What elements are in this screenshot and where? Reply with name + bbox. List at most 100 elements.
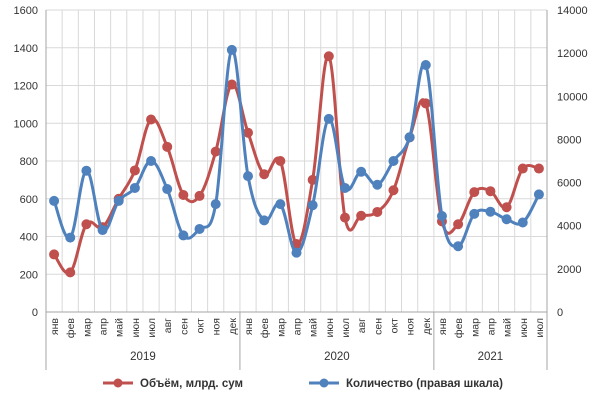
- x-axis-month-label: июн: [324, 318, 336, 338]
- y-axis-right-tick-label: 8000: [557, 134, 581, 146]
- x-axis-month-label: дек: [227, 318, 239, 335]
- legend-marker-2: [319, 378, 329, 388]
- x-axis-month-label: сен: [372, 318, 384, 335]
- y-axis-right-tick-label: 6000: [557, 178, 581, 190]
- series-2-point: [113, 195, 124, 206]
- y-axis-left-tick-label: 200: [20, 269, 38, 281]
- x-axis-year-label: 2019: [130, 351, 156, 363]
- x-axis-month-label: фев: [65, 318, 77, 338]
- x-axis-month-label: сен: [178, 318, 190, 335]
- series-2-point: [291, 247, 302, 258]
- x-axis-month-label: апр: [485, 318, 497, 336]
- series-1-point: [65, 267, 76, 278]
- y-axis-left-tick-label: 1000: [14, 118, 38, 130]
- x-axis-month-label: июн: [518, 318, 530, 338]
- x-axis-month-label: май: [308, 318, 320, 337]
- series-2-point: [469, 208, 480, 219]
- series-1-point: [485, 186, 496, 197]
- series-2-point: [323, 113, 334, 124]
- series-1-point: [129, 165, 140, 176]
- y-axis-right-tick-label: 10000: [557, 91, 588, 103]
- series-2-point: [372, 179, 383, 190]
- series-1-point: [226, 79, 237, 90]
- series-1-point: [259, 169, 270, 180]
- y-axis-left-tick-label: 0: [32, 307, 38, 319]
- x-axis-month-label: июл: [340, 318, 352, 338]
- series-2-point: [517, 217, 528, 228]
- series-1-point: [517, 163, 528, 174]
- series-2-point: [275, 199, 286, 210]
- series-2-point: [65, 232, 76, 243]
- y-axis-right-tick-label: 4000: [557, 221, 581, 233]
- series-1-point: [210, 146, 221, 157]
- x-axis-month-label: ноя: [211, 318, 223, 335]
- x-axis-month-label: авг: [356, 318, 368, 333]
- series-1-point: [453, 219, 464, 230]
- x-axis-month-label: янв: [243, 318, 255, 335]
- x-axis-month-label: фев: [453, 318, 465, 338]
- series-1-point: [533, 163, 544, 174]
- series-1-point: [81, 219, 92, 230]
- y-axis-left-tick-label: 600: [20, 194, 38, 206]
- x-axis-month-label: апр: [98, 318, 110, 336]
- series-2-point: [97, 225, 108, 236]
- y-axis-right-tick-label: 12000: [557, 48, 588, 60]
- series-1-point: [178, 189, 189, 200]
- x-axis-month-label: янв: [49, 318, 61, 335]
- y-axis-right-tick-label: 0: [557, 307, 563, 319]
- series-1-point: [323, 51, 334, 62]
- y-axis-left-tick-label: 400: [20, 232, 38, 244]
- y-axis-right-tick-label: 2000: [557, 264, 581, 276]
- x-axis-month-label: мар: [81, 318, 93, 337]
- y-axis-left-tick-label: 1200: [14, 81, 38, 93]
- series-1-point: [275, 156, 286, 166]
- series-2-point: [436, 211, 447, 222]
- series-1-point: [146, 114, 157, 125]
- x-axis-month-label: фев: [259, 318, 271, 338]
- x-axis-month-label: янв: [437, 318, 449, 335]
- series-2-point: [226, 44, 237, 55]
- series-1-point: [501, 202, 512, 213]
- series-2-point: [243, 171, 254, 182]
- series-2-point: [501, 214, 512, 225]
- series-2-point: [453, 241, 464, 252]
- series-1-point: [356, 210, 367, 221]
- series-1-point: [469, 187, 480, 198]
- x-axis-month-label: мар: [275, 318, 287, 337]
- x-axis-month-label: мар: [469, 318, 481, 337]
- series-2-point: [404, 132, 415, 143]
- series-2-point: [259, 215, 270, 226]
- series-2-point: [81, 165, 92, 176]
- series-1-point: [162, 141, 173, 152]
- series-line-1: [52, 54, 541, 275]
- series-1-point: [49, 249, 60, 260]
- x-axis-month-label: июн: [130, 318, 142, 338]
- series-1-point: [388, 185, 399, 196]
- x-axis-month-label: авг: [162, 318, 174, 333]
- series-2-point: [162, 184, 173, 195]
- series-2-point: [194, 223, 205, 234]
- series-2-point: [307, 200, 318, 211]
- y-axis-left-tick-label: 1600: [14, 5, 38, 17]
- series-2-point: [356, 166, 367, 177]
- x-axis-month-label: окт: [195, 318, 207, 334]
- x-axis-month-label: май: [502, 318, 514, 337]
- legend-marker-1: [113, 378, 123, 388]
- series-2-point: [49, 195, 60, 206]
- legend-label-1: Объём, млрд. сум: [140, 378, 243, 390]
- series-2-point: [129, 182, 140, 193]
- x-axis-month-label: апр: [292, 318, 304, 336]
- series-2-point: [210, 199, 221, 210]
- series-2-point: [388, 156, 399, 166]
- x-axis-month-label: май: [114, 318, 126, 337]
- x-axis-month-label: дек: [421, 318, 433, 335]
- series-2-point: [533, 189, 544, 200]
- y-axis-left-tick-label: 800: [20, 156, 38, 168]
- x-axis-month-label: июл: [146, 318, 158, 338]
- series-1-point: [372, 206, 383, 217]
- x-axis-year-label: 2021: [478, 351, 504, 363]
- series-1-point: [243, 127, 254, 138]
- x-axis-month-label: ноя: [405, 318, 417, 335]
